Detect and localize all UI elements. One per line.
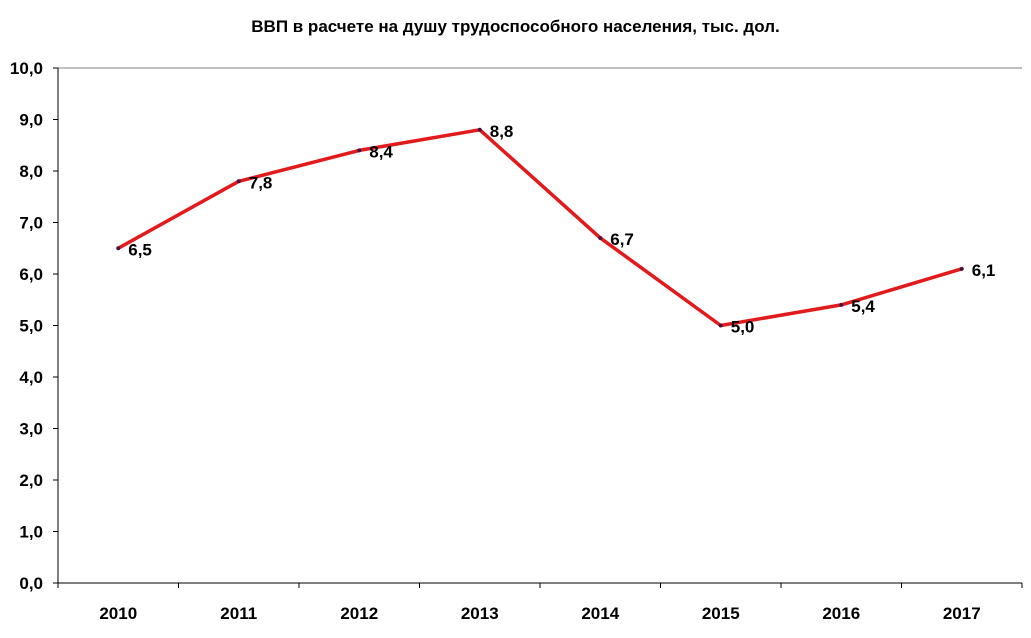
data-point xyxy=(116,246,121,251)
data-point xyxy=(839,302,844,307)
data-point xyxy=(598,235,603,240)
data-label: 6,5 xyxy=(128,240,152,259)
x-tick-label: 2010 xyxy=(99,604,137,623)
data-label: 6,1 xyxy=(972,261,996,280)
data-point xyxy=(357,148,362,153)
data-label: 8,8 xyxy=(490,122,514,141)
x-tick-label: 2011 xyxy=(220,604,257,623)
y-tick-label: 5,0 xyxy=(19,317,43,336)
data-point xyxy=(477,127,482,132)
y-tick-label: 3,0 xyxy=(19,420,43,439)
y-tick-label: 10,0 xyxy=(10,59,43,78)
data-label: 5,0 xyxy=(731,318,755,337)
y-tick-label: 4,0 xyxy=(19,368,43,387)
data-label: 8,4 xyxy=(369,142,393,161)
x-tick-label: 2016 xyxy=(822,604,860,623)
y-tick-label: 7,0 xyxy=(19,214,43,233)
x-tick-label: 2013 xyxy=(461,604,499,623)
data-point xyxy=(718,323,723,328)
data-label: 6,7 xyxy=(610,230,634,249)
y-tick-label: 0,0 xyxy=(19,574,43,593)
x-tick-label: 2017 xyxy=(943,604,981,623)
x-tick-label: 2012 xyxy=(340,604,378,623)
y-tick-label: 8,0 xyxy=(19,162,43,181)
data-label: 7,8 xyxy=(249,173,273,192)
x-tick-label: 2015 xyxy=(702,604,740,623)
y-tick-label: 9,0 xyxy=(19,111,43,130)
x-tick-label: 2014 xyxy=(581,604,619,623)
chart-title: ВВП в расчете на душу трудоспособного на… xyxy=(251,17,780,36)
y-tick-label: 6,0 xyxy=(19,265,43,284)
data-label: 5,4 xyxy=(851,297,875,316)
data-point xyxy=(959,266,964,271)
y-tick-label: 2,0 xyxy=(19,471,43,490)
data-series-line xyxy=(117,128,963,328)
y-tick-label: 1,0 xyxy=(19,523,43,542)
data-point xyxy=(236,179,241,184)
